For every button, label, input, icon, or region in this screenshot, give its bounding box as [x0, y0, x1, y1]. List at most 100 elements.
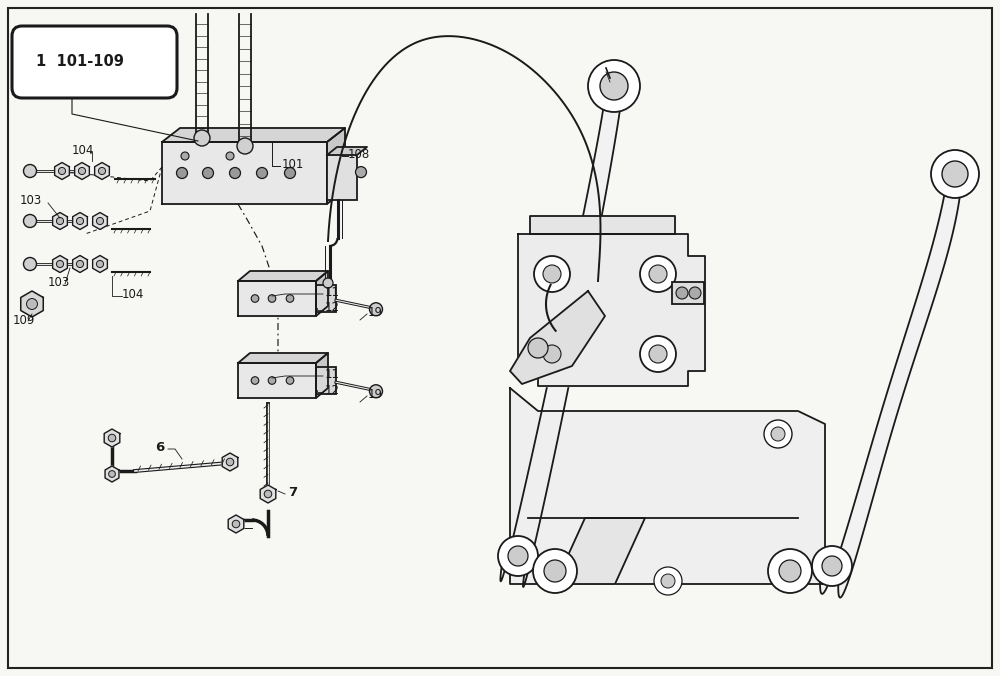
Circle shape	[230, 168, 240, 178]
Circle shape	[181, 152, 189, 160]
Circle shape	[931, 150, 979, 198]
Polygon shape	[53, 256, 67, 272]
Polygon shape	[55, 162, 69, 180]
Polygon shape	[95, 162, 109, 180]
Circle shape	[194, 130, 210, 146]
Polygon shape	[820, 174, 962, 598]
Polygon shape	[327, 128, 345, 204]
Bar	[316, 367, 336, 394]
Text: 19: 19	[368, 388, 383, 401]
Polygon shape	[555, 518, 645, 584]
Circle shape	[544, 560, 566, 582]
Polygon shape	[93, 256, 107, 272]
Circle shape	[689, 287, 701, 299]
Polygon shape	[510, 388, 825, 584]
Circle shape	[251, 377, 259, 384]
Circle shape	[771, 427, 785, 441]
Text: 104: 104	[72, 144, 94, 157]
Polygon shape	[238, 281, 316, 316]
Text: 109: 109	[13, 314, 35, 327]
Polygon shape	[73, 212, 87, 229]
Circle shape	[498, 536, 538, 576]
Circle shape	[286, 377, 294, 384]
Polygon shape	[53, 212, 67, 229]
Polygon shape	[238, 271, 328, 281]
Polygon shape	[316, 271, 328, 316]
Circle shape	[649, 265, 667, 283]
Circle shape	[370, 303, 382, 316]
Circle shape	[285, 168, 296, 178]
Circle shape	[264, 490, 272, 498]
Polygon shape	[530, 216, 675, 234]
Text: 12: 12	[325, 301, 340, 314]
Text: 11: 11	[325, 368, 340, 381]
Polygon shape	[327, 147, 367, 155]
Circle shape	[232, 521, 240, 528]
Circle shape	[588, 60, 640, 112]
Circle shape	[286, 295, 294, 302]
Polygon shape	[510, 291, 605, 384]
Polygon shape	[518, 234, 705, 386]
Text: 108: 108	[348, 148, 370, 161]
Text: 104: 104	[122, 288, 144, 301]
Circle shape	[226, 458, 234, 466]
Polygon shape	[73, 256, 87, 272]
Circle shape	[76, 218, 84, 224]
Bar	[316, 285, 336, 312]
Circle shape	[56, 218, 64, 224]
Polygon shape	[93, 212, 107, 229]
Circle shape	[108, 434, 116, 442]
Circle shape	[109, 470, 115, 477]
Polygon shape	[228, 515, 244, 533]
Circle shape	[237, 138, 253, 154]
Text: 11: 11	[325, 286, 340, 299]
Circle shape	[534, 336, 570, 372]
Circle shape	[56, 260, 64, 268]
Circle shape	[24, 214, 36, 228]
Circle shape	[543, 265, 561, 283]
Circle shape	[96, 218, 104, 224]
Circle shape	[942, 161, 968, 187]
Circle shape	[822, 556, 842, 576]
Polygon shape	[105, 466, 119, 482]
Circle shape	[96, 260, 104, 268]
Circle shape	[779, 560, 801, 582]
Circle shape	[600, 72, 628, 100]
Polygon shape	[21, 291, 43, 317]
Circle shape	[661, 574, 675, 588]
Polygon shape	[162, 128, 345, 142]
Polygon shape	[222, 453, 238, 471]
Circle shape	[640, 256, 676, 292]
Circle shape	[24, 258, 36, 270]
Circle shape	[176, 168, 188, 178]
Text: 103: 103	[20, 194, 42, 207]
Circle shape	[78, 168, 86, 174]
Circle shape	[24, 164, 36, 178]
Polygon shape	[238, 363, 316, 398]
Text: 1  101-109: 1 101-109	[36, 54, 124, 69]
Circle shape	[27, 299, 37, 310]
Polygon shape	[162, 142, 327, 204]
Text: 19: 19	[368, 306, 383, 319]
Circle shape	[543, 345, 561, 363]
Circle shape	[202, 168, 214, 178]
Text: 6: 6	[155, 441, 164, 454]
FancyBboxPatch shape	[12, 26, 177, 98]
Polygon shape	[238, 353, 328, 363]
Polygon shape	[104, 429, 120, 447]
Circle shape	[323, 278, 333, 288]
Text: 12: 12	[325, 384, 340, 397]
Circle shape	[534, 256, 570, 292]
Circle shape	[654, 567, 682, 595]
Polygon shape	[500, 88, 622, 587]
Polygon shape	[316, 353, 328, 398]
Circle shape	[508, 546, 528, 566]
Circle shape	[649, 345, 667, 363]
Circle shape	[640, 336, 676, 372]
Circle shape	[98, 168, 106, 174]
Text: 103: 103	[48, 276, 70, 289]
Circle shape	[251, 295, 259, 302]
Bar	[327, 155, 357, 200]
Circle shape	[226, 152, 234, 160]
Circle shape	[812, 546, 852, 586]
